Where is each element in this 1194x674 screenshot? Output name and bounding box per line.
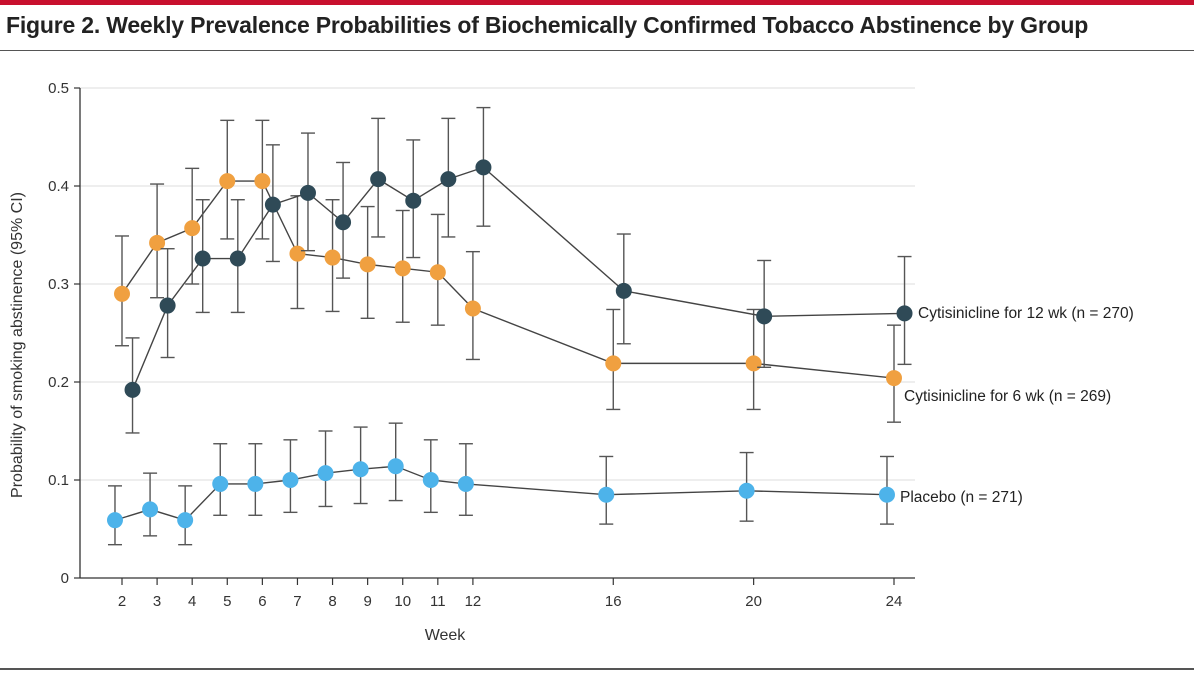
x-tick-label: 5 bbox=[223, 593, 231, 610]
data-point bbox=[142, 501, 159, 518]
data-point bbox=[359, 256, 376, 273]
data-point bbox=[756, 308, 773, 325]
data-point bbox=[457, 475, 474, 492]
series-group bbox=[106, 106, 913, 546]
data-point bbox=[194, 250, 211, 267]
x-tick-label: 3 bbox=[153, 593, 161, 610]
y-tick-label: 0.3 bbox=[48, 276, 69, 293]
data-point bbox=[229, 250, 246, 267]
x-tick-label: 2 bbox=[118, 593, 126, 610]
data-point bbox=[254, 173, 271, 190]
y-tick-label: 0 bbox=[61, 570, 69, 587]
y-tick-label: 0.1 bbox=[48, 472, 69, 489]
data-point bbox=[324, 249, 341, 266]
data-point bbox=[184, 220, 201, 237]
data-point bbox=[475, 159, 492, 176]
x-axis-title: Week bbox=[425, 627, 467, 644]
data-point bbox=[464, 300, 481, 317]
x-tick-label: 24 bbox=[886, 593, 903, 610]
data-point bbox=[149, 234, 166, 251]
data-point bbox=[335, 214, 352, 231]
data-point bbox=[886, 370, 902, 387]
data-point bbox=[598, 486, 615, 503]
series-label: Placebo (n = 271) bbox=[900, 489, 1023, 506]
data-point bbox=[124, 381, 141, 398]
data-point bbox=[106, 512, 123, 529]
series-2 bbox=[106, 422, 895, 546]
x-tick-label: 6 bbox=[258, 593, 266, 610]
series-line bbox=[114, 465, 888, 521]
data-point bbox=[317, 465, 334, 482]
x-tick-label: 10 bbox=[394, 593, 411, 610]
series-labels: Placebo (n = 271) Cytisinicline for 6 wk … bbox=[900, 305, 1134, 506]
series-0 bbox=[124, 106, 913, 434]
data-point bbox=[282, 472, 299, 488]
y-tick-label: 0.5 bbox=[48, 80, 69, 97]
data-point bbox=[878, 486, 895, 503]
bottom-divider bbox=[0, 668, 1194, 670]
data-point bbox=[405, 192, 422, 209]
data-point bbox=[429, 264, 446, 281]
x-tick-label: 9 bbox=[363, 593, 371, 610]
data-point bbox=[394, 260, 411, 277]
series-line bbox=[131, 166, 905, 391]
x-tick-label: 8 bbox=[328, 593, 336, 610]
figure-title: Figure 2. Weekly Prevalence Probabilitie… bbox=[6, 12, 1089, 38]
x-tick-label: 4 bbox=[188, 593, 196, 610]
data-point bbox=[605, 355, 622, 372]
y-tick-label: 0.2 bbox=[48, 374, 69, 391]
series-line bbox=[121, 180, 895, 379]
data-point bbox=[615, 282, 632, 299]
series-1 bbox=[114, 119, 902, 423]
x-tick-label: 16 bbox=[605, 593, 622, 610]
data-point bbox=[264, 196, 281, 213]
data-point bbox=[387, 458, 404, 475]
x-tick-label: 7 bbox=[293, 593, 301, 610]
x-tick-label: 11 bbox=[430, 593, 446, 610]
data-point bbox=[738, 482, 755, 499]
y-axis-title: Probability of smoking abstinence (95% C… bbox=[9, 192, 26, 498]
data-point bbox=[212, 475, 229, 492]
y-tick-label: 0.4 bbox=[48, 178, 69, 195]
data-point bbox=[159, 297, 176, 314]
data-point bbox=[745, 355, 762, 372]
data-point bbox=[422, 472, 439, 488]
data-point bbox=[370, 171, 387, 188]
data-point bbox=[219, 173, 236, 190]
series-label: Cytisinicline for 6 wk (n = 269) bbox=[904, 388, 1111, 405]
data-point bbox=[289, 245, 306, 262]
data-point bbox=[352, 461, 369, 478]
x-tick-label: 12 bbox=[465, 593, 482, 610]
top-accent-rule bbox=[0, 0, 1194, 5]
title-divider bbox=[0, 50, 1194, 51]
data-point bbox=[114, 285, 130, 302]
data-point bbox=[247, 475, 264, 492]
data-point bbox=[440, 171, 457, 188]
series-label: Cytisinicline for 12 wk (n = 270) bbox=[918, 305, 1134, 322]
axes: 0 0.1 0.2 0.3 0.4 0.5 2 3 4 5 6 7 8 9 10 11 12 16 20 24 bbox=[48, 80, 915, 610]
x-tick-label: 20 bbox=[745, 593, 762, 610]
data-point bbox=[299, 184, 316, 201]
data-point bbox=[896, 305, 913, 322]
grid-lines bbox=[80, 87, 915, 481]
data-point bbox=[177, 512, 194, 529]
